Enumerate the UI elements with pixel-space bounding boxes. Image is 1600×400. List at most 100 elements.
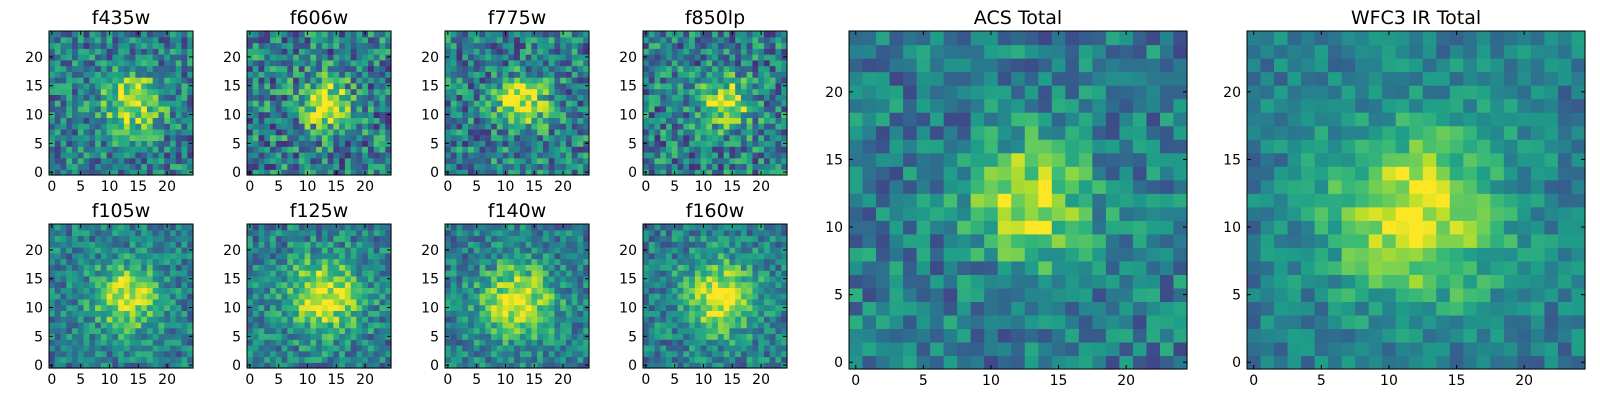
x-tick-label: 20: [158, 372, 176, 388]
heatmap-cell: [752, 146, 759, 153]
heatmap-cell: [129, 36, 136, 44]
heatmap-cell: [450, 151, 458, 159]
heatmap-cell: [112, 128, 119, 136]
heatmap-cell: [77, 36, 85, 44]
heatmap-cell: [362, 157, 369, 165]
heatmap-cell: [473, 333, 481, 340]
heatmap-cell: [491, 82, 498, 90]
heatmap-cell: [339, 310, 346, 317]
x-tick-label: 20: [554, 372, 572, 388]
heatmap-cell: [66, 224, 73, 231]
heatmap-cell: [531, 287, 538, 294]
heatmap-cell: [135, 287, 142, 294]
heatmap-cell: [502, 270, 509, 277]
heatmap-cell: [735, 304, 742, 311]
heatmap-cell: [112, 151, 119, 159]
heatmap-cell: [775, 163, 782, 170]
heatmap-cell: [95, 31, 102, 38]
heatmap-cell: [712, 169, 719, 176]
heatmap-cell: [537, 105, 544, 113]
heatmap-cell: [479, 128, 486, 136]
heatmap-cell: [247, 316, 254, 323]
heatmap-cell: [316, 146, 323, 153]
heatmap-cell: [735, 134, 742, 142]
heatmap-cell: [181, 94, 188, 101]
heatmap-cell: [252, 344, 260, 352]
heatmap-cell: [473, 36, 481, 44]
heatmap-cell: [247, 117, 254, 124]
heatmap-cell: [379, 333, 386, 340]
heatmap-cell: [683, 275, 690, 283]
heatmap-cell: [146, 362, 154, 369]
heatmap-cell: [164, 316, 171, 323]
heatmap-cell: [158, 224, 165, 231]
heatmap-cell: [310, 281, 317, 288]
heatmap-cell: [525, 258, 532, 265]
heatmap-cell: [252, 59, 260, 67]
heatmap-cell: [769, 117, 777, 124]
heatmap-cell: [158, 117, 165, 124]
heatmap-cell: [344, 258, 352, 265]
heatmap-cell: [683, 36, 690, 44]
heatmap-cell: [187, 229, 194, 237]
heatmap-cell: [49, 229, 56, 237]
heatmap-cell: [583, 157, 590, 165]
heatmap-cell: [671, 88, 679, 95]
heatmap-cell: [304, 117, 311, 124]
heatmap-cell: [485, 117, 492, 124]
heatmap-cell: [54, 339, 62, 346]
heatmap-cell: [123, 241, 131, 248]
heatmap-cell: [281, 169, 288, 176]
heatmap-cell: [146, 327, 154, 335]
heatmap-cell: [49, 105, 56, 113]
heatmap-cell: [758, 128, 765, 136]
heatmap-cell: [350, 344, 358, 352]
heatmap-cell: [95, 146, 102, 153]
heatmap-cell: [293, 163, 300, 170]
heatmap-cell: [373, 94, 381, 101]
heatmap-cell: [514, 88, 521, 95]
heatmap-cell: [531, 123, 538, 130]
heatmap-cell: [367, 287, 375, 294]
heatmap-cell: [565, 344, 573, 352]
heatmap-cell: [666, 298, 673, 306]
heatmap-cell: [525, 134, 532, 142]
heatmap-cell: [746, 88, 754, 95]
heatmap-cell: [666, 310, 673, 317]
heatmap-cell: [456, 169, 463, 176]
heatmap-cell: [654, 344, 661, 352]
heatmap-cell: [135, 241, 142, 248]
heatmap-cell: [548, 111, 556, 118]
heatmap-cell: [583, 151, 590, 159]
heatmap-cell: [367, 304, 375, 311]
heatmap-cell: [333, 333, 340, 340]
heatmap-cell: [169, 88, 177, 95]
heatmap-cell: [66, 163, 73, 170]
heatmap-cell: [537, 134, 544, 142]
heatmap-cell: [654, 157, 661, 165]
heatmap-cell: [479, 151, 486, 159]
heatmap-cell: [508, 31, 515, 38]
heatmap-cell: [362, 229, 369, 237]
heatmap-cell: [643, 100, 650, 107]
heatmap-cell: [187, 31, 194, 38]
heatmap-cell: [496, 71, 504, 78]
heatmap-cell: [525, 82, 532, 90]
heatmap-cell: [270, 275, 277, 283]
heatmap-cell: [514, 163, 521, 170]
y-tick-label: 10: [421, 108, 439, 124]
heatmap-cell: [502, 163, 509, 170]
heatmap-cell: [763, 134, 771, 142]
heatmap-cell: [362, 310, 369, 317]
heatmap-cell: [72, 258, 79, 265]
heatmap-cell: [247, 134, 254, 142]
heatmap-cell: [72, 264, 79, 271]
heatmap-cell: [316, 327, 323, 335]
heatmap-cell: [666, 65, 673, 72]
heatmap-cell: [344, 123, 352, 130]
heatmap-cell: [456, 100, 463, 107]
heatmap-cell: [298, 146, 306, 153]
heatmap-cell: [729, 65, 736, 72]
heatmap-cell: [379, 344, 386, 352]
heatmap-cell: [77, 59, 85, 67]
